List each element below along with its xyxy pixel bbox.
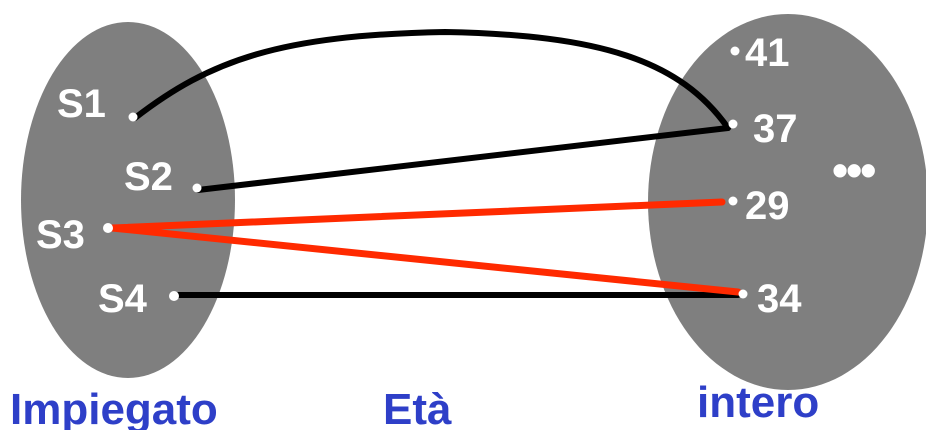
dot-41 (730, 46, 740, 56)
label-34: 34 (757, 277, 802, 321)
dot-s2 (192, 183, 202, 193)
label-s3: S3 (36, 213, 85, 257)
edge-s3-29 (108, 198, 726, 232)
dot-s1 (128, 112, 138, 122)
label-29: 29 (745, 184, 790, 228)
relation-edges (108, 28, 742, 298)
label-s4: S4 (98, 277, 148, 321)
codomain-dots (728, 46, 748, 299)
edge-s3-34 (108, 224, 742, 296)
codomain-caption: intero (697, 378, 819, 427)
dot-37 (728, 119, 738, 129)
dot-34 (738, 289, 748, 299)
edge-s2-37 (195, 125, 731, 193)
edge-s1-37 (132, 28, 731, 131)
label-s1: S1 (57, 82, 106, 126)
relation-caption: Età (383, 385, 452, 430)
codomain-ellipsis: ••• (832, 144, 875, 196)
label-s2: S2 (124, 155, 173, 199)
domain-caption: Impiegato (10, 385, 218, 430)
dot-29 (728, 196, 738, 206)
label-41: 41 (745, 31, 790, 75)
label-37: 37 (753, 107, 798, 151)
dot-s4 (169, 291, 179, 301)
dot-s3 (103, 223, 113, 233)
domain-set-ellipse (21, 22, 235, 378)
domain-dots (103, 112, 202, 301)
